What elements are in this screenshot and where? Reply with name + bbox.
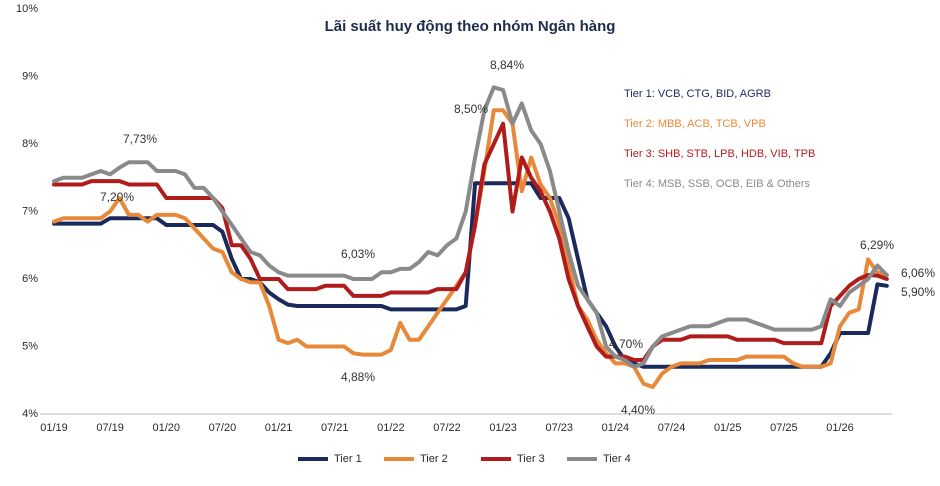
x-tick-label: 07/22 <box>433 422 461 434</box>
x-tick-label: 01/26 <box>826 422 854 434</box>
annotation: 6,29% <box>860 238 894 252</box>
legend-label: Tier 2 <box>420 453 448 465</box>
y-tick-label: 10% <box>16 3 38 15</box>
x-tick-label: 07/24 <box>658 422 686 434</box>
x-tick-label: 07/23 <box>546 422 574 434</box>
y-tick-label: 7% <box>22 205 38 217</box>
note: Tier 2: MBB, ACB, TCB, VPB <box>624 118 766 130</box>
x-tick-label: 01/22 <box>377 422 405 434</box>
legend-label: Tier 4 <box>603 453 631 465</box>
annotation: 4,40% <box>621 403 655 417</box>
y-tick-label: 8% <box>22 138 38 150</box>
annotation: 5,90% <box>901 285 935 299</box>
annotation: 6,06% <box>901 266 935 280</box>
x-tick-label: 01/21 <box>265 422 293 434</box>
note: Tier 3: SHB, STB, LPB, HDB, VIB, TPB <box>624 148 815 160</box>
x-tick-label: 01/20 <box>153 422 181 434</box>
note: Tier 1: VCB, CTG, BID, AGRB <box>624 88 771 100</box>
series-line <box>52 85 889 369</box>
annotation: 8,84% <box>490 58 524 72</box>
note: Tier 4: MSB, SSB, OCB, EIB & Others <box>624 178 811 190</box>
y-tick-label: 5% <box>22 340 38 352</box>
annotation: 4,70% <box>609 337 643 351</box>
annotation: 7,73% <box>123 132 157 146</box>
y-tick-label: 9% <box>22 70 38 82</box>
series-line <box>52 121 889 362</box>
y-tick-label: 4% <box>22 408 38 420</box>
x-tick-label: 07/25 <box>770 422 798 434</box>
chart-title: Lãi suất huy động theo nhóm Ngân hàng <box>325 18 616 35</box>
annotation: 6,03% <box>341 247 375 261</box>
x-tick-label: 01/19 <box>40 422 68 434</box>
annotation: 4,88% <box>341 370 375 384</box>
x-tick-label: 01/24 <box>602 422 630 434</box>
x-tick-label: 01/23 <box>489 422 517 434</box>
legend-label: Tier 1 <box>334 453 362 465</box>
x-tick-label: 07/20 <box>209 422 237 434</box>
x-tick-label: 07/21 <box>321 422 349 434</box>
y-tick-label: 6% <box>22 273 38 285</box>
legend-label: Tier 3 <box>517 453 545 465</box>
x-tick-label: 01/25 <box>714 422 742 434</box>
annotation: 8,50% <box>454 102 488 116</box>
annotation: 7,20% <box>100 190 134 204</box>
x-tick-label: 07/19 <box>96 422 124 434</box>
